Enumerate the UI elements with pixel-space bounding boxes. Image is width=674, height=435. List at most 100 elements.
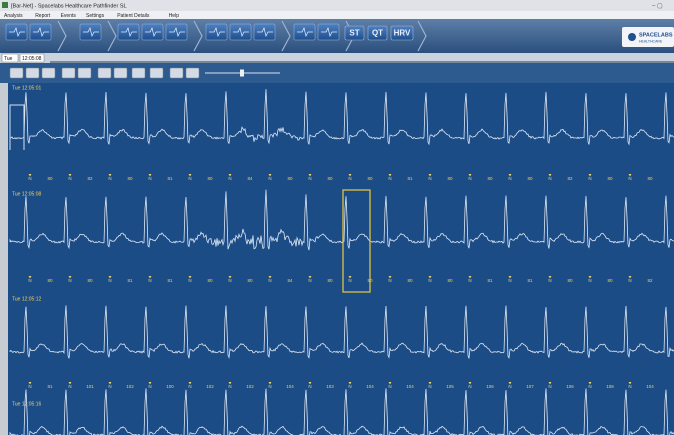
beat-marker[interactable] <box>628 276 632 279</box>
beat-marker[interactable] <box>548 276 552 279</box>
menu-item[interactable]: Report <box>35 13 51 19</box>
beat-marker[interactable] <box>148 276 152 279</box>
beat-marker[interactable] <box>228 382 232 385</box>
beat-marker[interactable] <box>68 382 72 385</box>
time-input[interactable] <box>19 53 45 63</box>
beat-marker[interactable] <box>28 276 32 279</box>
beat-rate: 84 <box>287 278 293 283</box>
beat-marker[interactable] <box>68 276 72 279</box>
beat-marker[interactable] <box>428 276 432 279</box>
time-ruler <box>0 53 674 63</box>
control-button[interactable] <box>25 67 40 79</box>
beat-marker[interactable] <box>188 382 192 385</box>
beat-marker[interactable] <box>308 382 312 385</box>
tool-button-label: HRV <box>394 29 411 38</box>
beat-marker[interactable] <box>468 174 472 177</box>
beat-marker[interactable] <box>508 276 512 279</box>
menu-item[interactable]: Patient Details <box>117 13 150 19</box>
tool-button[interactable] <box>344 25 365 41</box>
beat-marker[interactable] <box>108 382 112 385</box>
beat-marker[interactable] <box>228 174 232 177</box>
beat-marker[interactable] <box>348 174 352 177</box>
beat-rate: 81 <box>47 384 53 389</box>
beat-marker[interactable] <box>628 174 632 177</box>
beat-marker[interactable] <box>268 382 272 385</box>
beat-marker[interactable] <box>28 174 32 177</box>
beat-rate: 80 <box>47 176 53 181</box>
beat-label: N <box>28 278 31 283</box>
beat-marker[interactable] <box>428 382 432 385</box>
beat-rate: 80 <box>447 278 453 283</box>
control-button[interactable] <box>149 67 164 79</box>
beat-marker[interactable] <box>268 276 272 279</box>
beat-marker[interactable] <box>108 276 112 279</box>
tool-button[interactable] <box>293 23 316 41</box>
control-button[interactable] <box>113 67 128 79</box>
beat-marker[interactable] <box>108 174 112 177</box>
beat-marker[interactable] <box>548 382 552 385</box>
beat-marker[interactable] <box>348 382 352 385</box>
beat-marker[interactable] <box>628 382 632 385</box>
strip-time: Tue 12:05:12 <box>12 296 42 302</box>
control-button[interactable] <box>131 67 146 79</box>
menu-item[interactable]: Events <box>61 13 77 19</box>
beat-marker[interactable] <box>548 174 552 177</box>
control-button[interactable] <box>61 67 76 79</box>
beat-marker[interactable] <box>388 276 392 279</box>
control-button[interactable] <box>97 67 112 79</box>
beat-marker[interactable] <box>308 276 312 279</box>
beat-marker[interactable] <box>508 382 512 385</box>
control-button[interactable] <box>77 67 92 79</box>
beat-marker[interactable] <box>268 174 272 177</box>
beat-marker[interactable] <box>388 174 392 177</box>
beat-marker[interactable] <box>588 382 592 385</box>
beat-rate: 102 <box>206 384 214 389</box>
logo-subtext: HEALTHCARE <box>639 39 663 43</box>
beat-marker[interactable] <box>308 174 312 177</box>
beat-label: N <box>308 384 311 389</box>
beat-marker[interactable] <box>468 276 472 279</box>
tool-button[interactable] <box>317 23 340 41</box>
beat-marker[interactable] <box>588 174 592 177</box>
day-select-text: Tue <box>4 56 13 62</box>
control-button[interactable] <box>185 67 200 79</box>
tool-button[interactable] <box>390 25 414 41</box>
tool-button[interactable] <box>253 23 276 41</box>
beat-rate: 80 <box>567 278 573 283</box>
control-button[interactable] <box>41 67 56 79</box>
tool-button[interactable] <box>229 23 252 41</box>
tool-button[interactable] <box>205 23 228 41</box>
beat-marker[interactable] <box>228 276 232 279</box>
tool-button[interactable] <box>165 23 188 41</box>
beat-marker[interactable] <box>188 276 192 279</box>
beat-marker[interactable] <box>148 382 152 385</box>
zoom-slider-thumb[interactable] <box>240 69 244 77</box>
beat-marker[interactable] <box>188 174 192 177</box>
window-controls[interactable]: – ▢ <box>652 4 663 10</box>
beat-marker[interactable] <box>428 174 432 177</box>
control-button[interactable] <box>169 67 184 79</box>
beat-marker[interactable] <box>68 174 72 177</box>
tool-button[interactable] <box>79 23 102 41</box>
tool-button[interactable] <box>5 23 28 41</box>
beat-marker[interactable] <box>28 382 32 385</box>
control-button[interactable] <box>9 67 24 79</box>
beat-marker[interactable] <box>468 382 472 385</box>
tool-button[interactable] <box>29 23 52 41</box>
beat-rate: 104 <box>406 384 414 389</box>
tool-button[interactable] <box>367 25 388 41</box>
beat-marker[interactable] <box>148 174 152 177</box>
beat-rate: 106 <box>566 384 574 389</box>
tool-button[interactable] <box>117 23 140 41</box>
menu-item[interactable]: Settings <box>86 13 105 19</box>
beat-marker[interactable] <box>348 276 352 279</box>
menu-item[interactable]: Help <box>169 13 180 19</box>
menu-item[interactable]: Analysis <box>4 13 23 19</box>
beat-marker[interactable] <box>388 382 392 385</box>
beat-marker[interactable] <box>508 174 512 177</box>
beat-marker[interactable] <box>588 276 592 279</box>
tool-button[interactable] <box>141 23 164 41</box>
day-select[interactable] <box>1 53 19 63</box>
beat-label: N <box>68 384 71 389</box>
selected-beat-box[interactable] <box>342 189 371 293</box>
